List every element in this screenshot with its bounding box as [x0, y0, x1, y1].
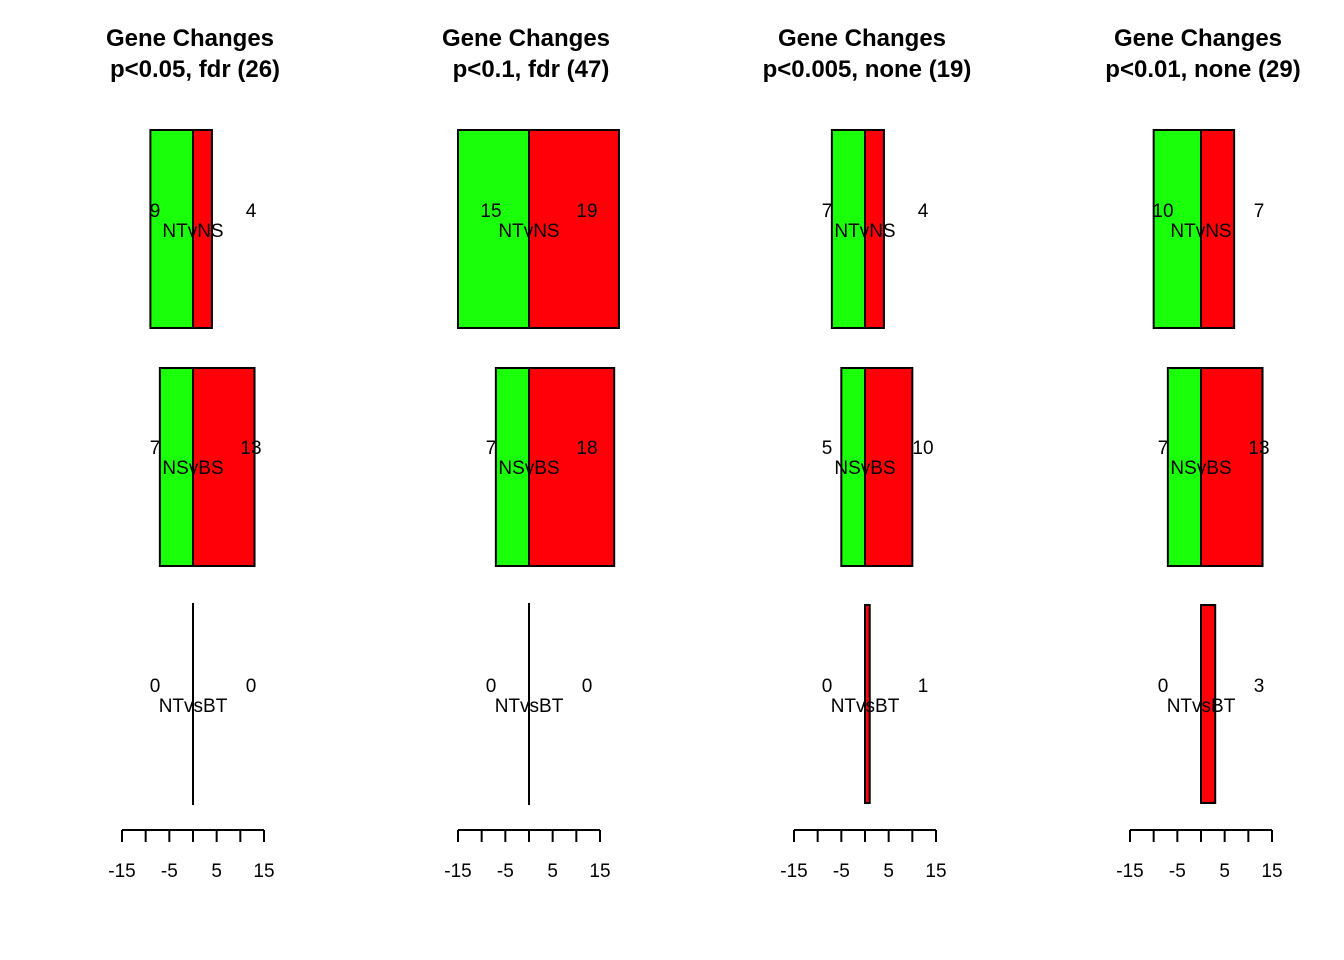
x-tick-label: 15 [925, 861, 946, 882]
x-tick-label: 5 [547, 861, 558, 882]
chart-title: Gene Changes [778, 25, 946, 52]
down-count-label: 5 [822, 438, 833, 459]
down-count-label: 0 [822, 676, 833, 697]
x-tick-label: -15 [108, 861, 135, 882]
down-count-label: 0 [486, 676, 497, 697]
chart-panel-4: Gene Changes p<0.01, none (29) 10 7 NTvNS 7 13… [1105, 25, 1300, 882]
up-count-label: 0 [582, 676, 593, 697]
comparison-label: NTvNS [1170, 221, 1231, 242]
x-tick-label: -5 [497, 861, 514, 882]
comparison-label: NTvsBT [159, 696, 228, 717]
x-tick-label: 5 [1219, 861, 1230, 882]
chart-title: Gene Changes [106, 25, 274, 52]
x-tick-label: -15 [780, 861, 807, 882]
up-count-label: 4 [918, 201, 929, 222]
down-count-label: 7 [822, 201, 833, 222]
down-count-label: 15 [480, 201, 501, 222]
x-tick-label: 15 [589, 861, 610, 882]
chart-subtitle: p<0.01, none (29) [1105, 56, 1300, 83]
chart-title: Gene Changes [442, 25, 610, 52]
x-tick-label: 5 [211, 861, 222, 882]
comparison-label: NTvsBT [1167, 696, 1236, 717]
up-count-label: 19 [576, 201, 597, 222]
down-count-label: 9 [150, 201, 161, 222]
comparison-label: NTvsBT [495, 696, 564, 717]
x-tick-label: 15 [1261, 861, 1282, 882]
up-count-label: 1 [918, 676, 929, 697]
up-count-label: 10 [912, 438, 933, 459]
x-tick-label: 5 [883, 861, 894, 882]
up-count-label: 18 [576, 438, 597, 459]
up-count-label: 0 [246, 676, 257, 697]
x-tick-label: -15 [444, 861, 471, 882]
comparison-label: NSvBS [162, 458, 223, 479]
comparison-label: NSvBS [1170, 458, 1231, 479]
chart-panel-2: Gene Changes p<0.1, fdr (47) 15 19 NTvNS 7 18 N… [442, 25, 619, 882]
up-count-label: 7 [1254, 201, 1265, 222]
comparison-label: NTvsBT [831, 696, 900, 717]
comparison-label: NSvBS [498, 458, 559, 479]
chart-title: Gene Changes [1114, 25, 1282, 52]
chart-subtitle: p<0.05, fdr (26) [110, 56, 280, 83]
chart-subtitle: p<0.005, none (19) [763, 56, 972, 83]
x-tick-label: -15 [1116, 861, 1143, 882]
x-tick-label: -5 [161, 861, 178, 882]
down-count-label: 0 [1158, 676, 1169, 697]
up-count-label: 3 [1254, 676, 1265, 697]
down-count-label: 7 [1158, 438, 1169, 459]
comparison-label: NTvNS [162, 221, 223, 242]
chart-panel-1: Gene Changes p<0.05, fdr (26) 9 4 NTvNS 7 13 NS… [106, 25, 280, 882]
down-count-label: 7 [486, 438, 497, 459]
down-count-label: 10 [1152, 201, 1173, 222]
up-count-label: 13 [1248, 438, 1269, 459]
comparison-label: NTvNS [498, 221, 559, 242]
x-tick-label: 15 [253, 861, 274, 882]
up-count-label: 13 [240, 438, 261, 459]
x-tick-label: -5 [833, 861, 850, 882]
up-count-label: 4 [246, 201, 257, 222]
chart-subtitle: p<0.1, fdr (47) [453, 56, 610, 83]
down-count-label: 7 [150, 438, 161, 459]
comparison-label: NSvBS [834, 458, 895, 479]
x-tick-label: -5 [1169, 861, 1186, 882]
comparison-label: NTvNS [834, 221, 895, 242]
down-count-label: 0 [150, 676, 161, 697]
